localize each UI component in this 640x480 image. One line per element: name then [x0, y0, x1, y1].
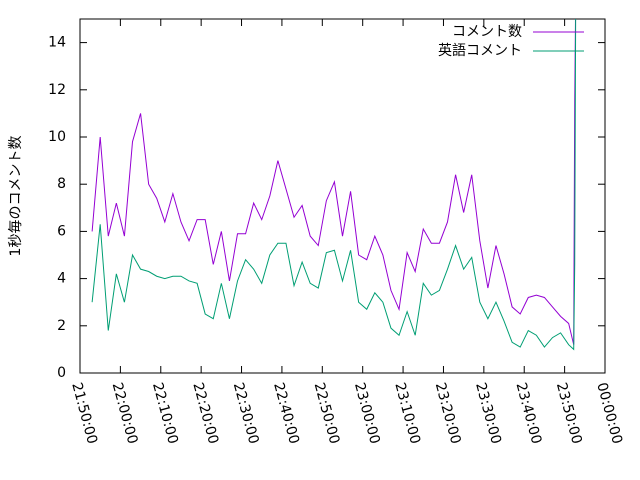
series-line	[91, 19, 577, 351]
x-tick-label: 23:00:00	[351, 381, 383, 446]
x-tick-label: 21:50:00	[68, 381, 100, 446]
y-tick-label: 10	[48, 129, 66, 145]
y-tick-label: 4	[57, 271, 66, 287]
x-tick-label: 22:30:00	[230, 381, 262, 446]
legend-label: コメント数	[452, 24, 522, 40]
y-tick-label: 14	[48, 35, 66, 51]
x-tick-label: 00:00:00	[593, 381, 625, 446]
x-tick-label: 22:10:00	[149, 381, 181, 446]
y-tick-label: 2	[57, 318, 66, 334]
y-tick-label: 6	[57, 223, 66, 239]
x-tick-label: 22:40:00	[270, 381, 302, 446]
plot-frame	[79, 18, 606, 374]
x-tick-label: 23:10:00	[391, 381, 423, 446]
x-tick-label: 23:20:00	[432, 381, 464, 446]
x-tick-label: 22:20:00	[189, 381, 221, 446]
y-axis-label: 1秒毎のコメント数	[8, 136, 24, 257]
legend-label: 英語コメント	[438, 42, 522, 59]
y-tick-label: 8	[57, 176, 66, 192]
y-tick-label: 12	[48, 82, 66, 98]
x-tick-label: 23:30:00	[472, 381, 504, 446]
x-tick-label: 22:50:00	[311, 381, 343, 446]
plot-area	[91, 19, 577, 351]
series-line	[91, 19, 576, 345]
x-tick-label: 23:40:00	[513, 381, 545, 446]
x-tick-label: 23:50:00	[553, 381, 585, 446]
y-tick-label: 0	[57, 365, 66, 381]
x-tick-label: 22:00:00	[109, 381, 141, 446]
